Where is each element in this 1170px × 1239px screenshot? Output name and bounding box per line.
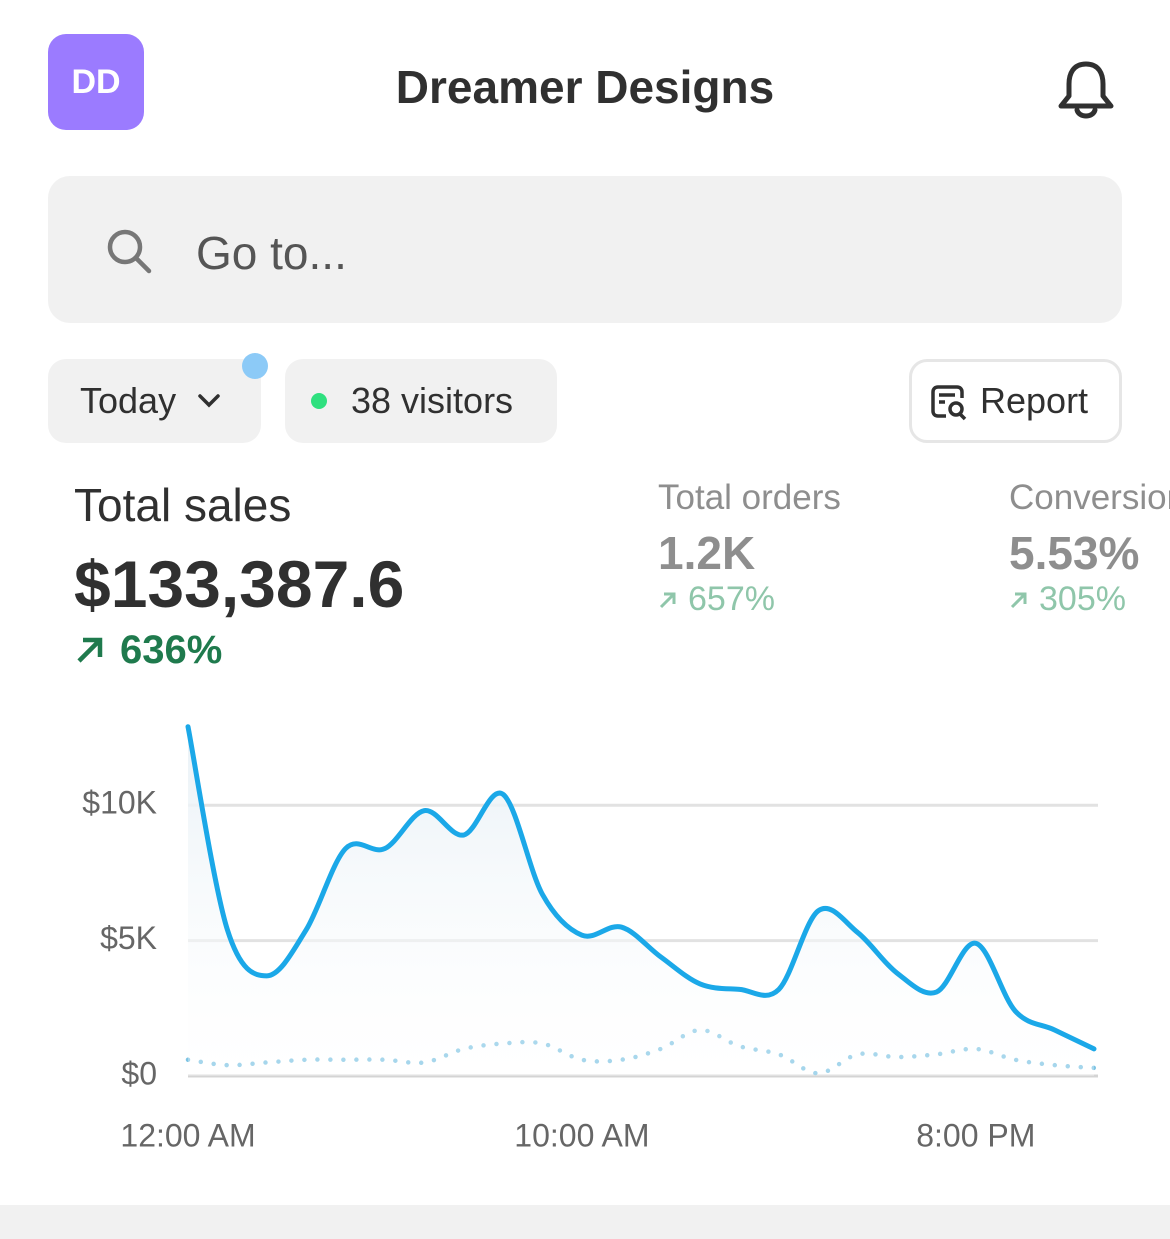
- metric-label: Conversion rate: [1009, 478, 1170, 517]
- metric-label: Total sales: [74, 479, 292, 531]
- store-title: Dreamer Designs: [395, 61, 775, 113]
- metric-change-text: 305%: [1039, 580, 1126, 618]
- metric-card[interactable]: Conversion rate 5.53% 305%: [1009, 478, 1170, 619]
- chevron: [198, 394, 220, 408]
- up-arrow: [77, 637, 103, 663]
- date-filter[interactable]: Today: [48, 359, 261, 443]
- metric-value: $133,387.6: [74, 547, 405, 621]
- metric-change: 305%: [1009, 580, 1170, 619]
- avatar[interactable]: DD: [48, 34, 144, 130]
- y-tick-label: $0: [121, 1055, 157, 1091]
- notifications-button[interactable]: [1055, 58, 1117, 122]
- y-tick-label: $5K: [100, 920, 157, 956]
- search-bar[interactable]: Go to...: [48, 176, 1122, 323]
- date-label: Today: [80, 380, 177, 421]
- report-label: Report: [980, 380, 1089, 421]
- up-arrow: [659, 592, 676, 609]
- metric-change: 657%: [658, 580, 841, 619]
- metric-value: 5.53%: [1009, 527, 1140, 579]
- metric-change-text: 657%: [688, 580, 775, 618]
- search-placeholder: Go to...: [196, 227, 347, 279]
- x-tick-label: 8:00 PM: [916, 1117, 1035, 1153]
- bottom-bar: [0, 1205, 1170, 1239]
- metric-label: Total orders: [658, 478, 841, 517]
- x-tick-label: 10:00 AM: [514, 1117, 649, 1153]
- y-tick-label: $10K: [82, 785, 157, 821]
- metric-value: 1.2K: [658, 527, 756, 579]
- visitors-label: 38 visitors: [351, 380, 514, 421]
- x-tick-label: 12:00 AM: [120, 1117, 255, 1153]
- metric-change: 636%: [74, 628, 404, 673]
- area-fill: [188, 726, 1094, 1076]
- visitors-pill[interactable]: 38 visitors: [285, 359, 557, 443]
- report-icon: [931, 385, 967, 421]
- series-line: [185, 724, 1097, 1052]
- metric-card[interactable]: Total sales $133,387.6 636%: [74, 478, 404, 673]
- up-arrow: [1010, 592, 1027, 609]
- metric-card[interactable]: Total orders 1.2K 657%: [658, 478, 841, 619]
- live-dot: [311, 393, 327, 409]
- report-button[interactable]: Report: [909, 359, 1122, 443]
- search-icon: [107, 229, 152, 274]
- metric-change-text: 636%: [120, 628, 223, 672]
- indicator-dot: [242, 353, 268, 379]
- series-line: [185, 1027, 1097, 1076]
